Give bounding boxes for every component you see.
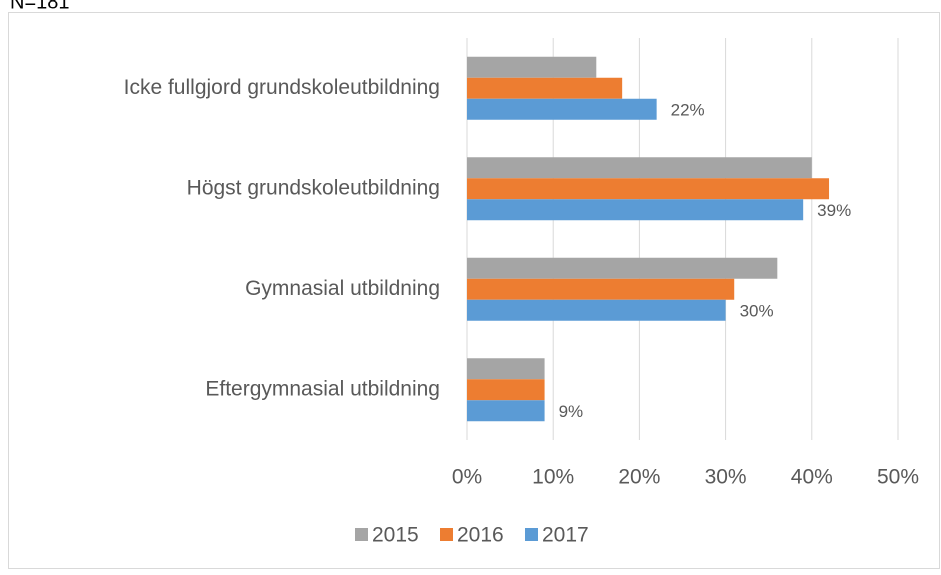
x-tick-label: 30% xyxy=(705,466,747,489)
bar xyxy=(467,178,830,200)
bar xyxy=(467,77,623,99)
y-tick-label: Icke fullgjord grundskoleutbildning xyxy=(124,76,440,99)
x-tick-label: 20% xyxy=(618,466,660,489)
bar xyxy=(467,98,657,120)
y-tick-label: Eftergymnasial utbildning xyxy=(205,377,440,400)
bar xyxy=(467,56,597,78)
bar xyxy=(467,400,545,422)
legend-label: 2016 xyxy=(457,524,504,547)
bar xyxy=(467,199,804,221)
bar xyxy=(467,379,545,401)
data-label: 9% xyxy=(559,402,584,421)
data-label: 30% xyxy=(740,302,774,321)
legend-label: 2015 xyxy=(372,524,419,547)
x-tick-label: 10% xyxy=(532,466,574,489)
legend-swatch xyxy=(525,528,538,541)
bar xyxy=(467,257,778,279)
data-label: 22% xyxy=(671,101,705,120)
legend-swatch xyxy=(355,528,368,541)
bar xyxy=(467,358,545,380)
x-tick-label: 40% xyxy=(791,466,833,489)
bar xyxy=(467,299,726,321)
legend-swatch xyxy=(440,528,453,541)
subtitle: N=181 xyxy=(10,0,70,13)
y-tick-label: Gymnasial utbildning xyxy=(245,277,440,300)
legend-label: 2017 xyxy=(542,524,589,547)
bar xyxy=(467,157,812,179)
y-tick-label: Högst grundskoleutbildning xyxy=(187,176,440,199)
bar xyxy=(467,278,735,300)
x-tick-label: 0% xyxy=(452,466,482,489)
x-tick-label: 50% xyxy=(877,466,919,489)
data-label: 39% xyxy=(817,201,851,220)
